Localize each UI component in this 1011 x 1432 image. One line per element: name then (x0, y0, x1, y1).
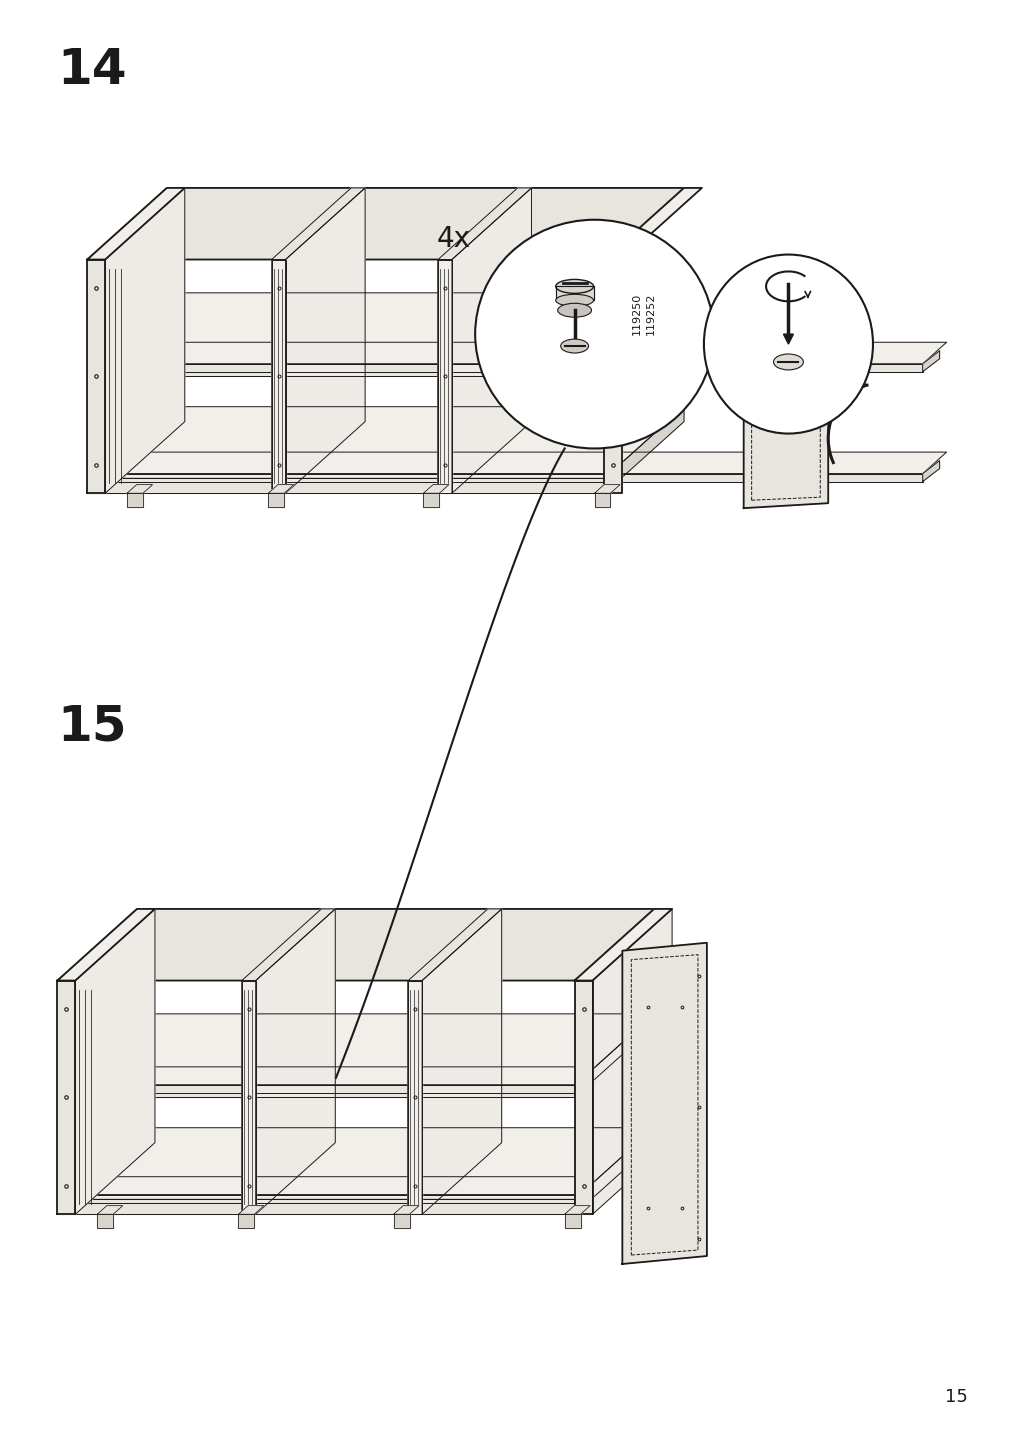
Polygon shape (393, 1214, 409, 1229)
Polygon shape (268, 484, 293, 493)
Polygon shape (87, 188, 683, 259)
Polygon shape (87, 259, 105, 493)
Polygon shape (58, 909, 155, 981)
Polygon shape (604, 292, 683, 377)
Polygon shape (604, 259, 622, 493)
Polygon shape (87, 188, 185, 259)
Polygon shape (452, 188, 531, 493)
Polygon shape (58, 981, 75, 1214)
Polygon shape (422, 909, 501, 1214)
Text: 15: 15 (943, 1388, 967, 1406)
Polygon shape (105, 188, 185, 493)
Polygon shape (105, 474, 922, 481)
Text: 4x: 4x (436, 225, 470, 252)
Polygon shape (604, 188, 702, 259)
Polygon shape (75, 909, 155, 1214)
Polygon shape (75, 1194, 574, 1203)
Polygon shape (564, 1206, 589, 1214)
Polygon shape (58, 1200, 574, 1214)
Polygon shape (593, 493, 610, 507)
Polygon shape (271, 188, 365, 259)
Polygon shape (574, 909, 671, 981)
Polygon shape (438, 259, 452, 493)
Polygon shape (105, 364, 922, 372)
Polygon shape (75, 1177, 593, 1194)
Ellipse shape (772, 354, 803, 369)
Ellipse shape (557, 304, 591, 318)
Polygon shape (87, 364, 604, 377)
Polygon shape (58, 1014, 653, 1085)
Polygon shape (922, 461, 938, 481)
Polygon shape (922, 351, 938, 372)
Polygon shape (574, 1128, 653, 1214)
Polygon shape (393, 1206, 419, 1214)
Polygon shape (438, 188, 531, 259)
Polygon shape (239, 1214, 254, 1229)
Polygon shape (127, 484, 153, 493)
Polygon shape (256, 909, 335, 1214)
Polygon shape (87, 407, 683, 478)
Polygon shape (97, 1214, 113, 1229)
Ellipse shape (560, 339, 588, 354)
Polygon shape (783, 334, 793, 344)
Polygon shape (622, 942, 707, 1264)
Polygon shape (87, 292, 683, 364)
Polygon shape (407, 909, 501, 981)
Ellipse shape (555, 295, 592, 306)
Polygon shape (285, 188, 365, 493)
Text: 119250
119252: 119250 119252 (632, 294, 655, 335)
Text: 14: 14 (58, 46, 127, 93)
Polygon shape (574, 1014, 653, 1097)
Polygon shape (75, 1085, 574, 1093)
Polygon shape (242, 909, 335, 981)
Ellipse shape (475, 219, 713, 448)
Polygon shape (423, 484, 449, 493)
Polygon shape (97, 1206, 122, 1214)
Polygon shape (593, 484, 620, 493)
Polygon shape (564, 1214, 580, 1229)
Polygon shape (58, 909, 653, 981)
Text: 15: 15 (58, 702, 127, 750)
Polygon shape (555, 286, 592, 301)
Polygon shape (604, 407, 683, 493)
Polygon shape (239, 1206, 264, 1214)
Polygon shape (574, 981, 591, 1214)
Polygon shape (87, 478, 604, 493)
Ellipse shape (704, 255, 872, 434)
Polygon shape (127, 493, 143, 507)
Polygon shape (423, 493, 439, 507)
Polygon shape (242, 981, 256, 1214)
Polygon shape (58, 1128, 653, 1200)
Polygon shape (105, 453, 945, 474)
Polygon shape (268, 493, 284, 507)
Polygon shape (75, 1067, 593, 1085)
Polygon shape (58, 1085, 574, 1097)
Polygon shape (591, 909, 671, 1214)
Polygon shape (407, 981, 422, 1214)
Polygon shape (105, 342, 945, 364)
Polygon shape (271, 259, 285, 493)
Polygon shape (743, 304, 827, 508)
Ellipse shape (555, 279, 592, 294)
